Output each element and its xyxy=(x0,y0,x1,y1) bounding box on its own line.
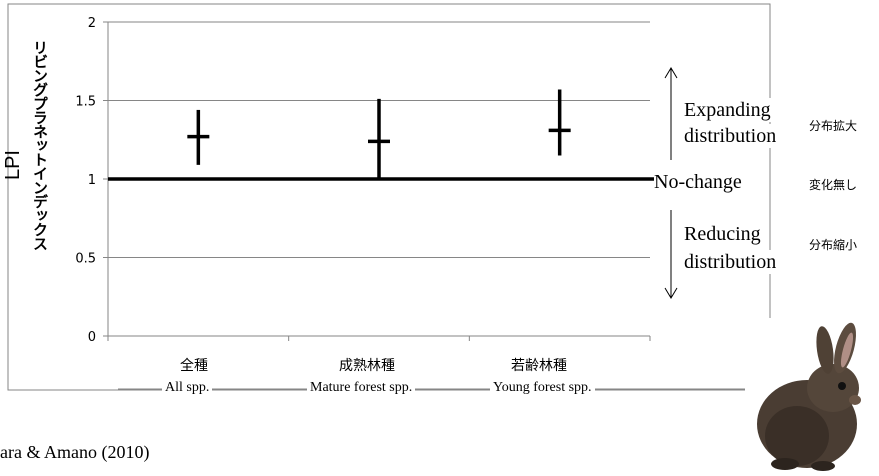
category-label-jp-all: 全種 xyxy=(180,358,208,374)
nochange-label: No-change xyxy=(654,170,742,194)
expanding-arrowhead xyxy=(664,67,678,79)
reducing-arrowhead xyxy=(664,287,678,299)
category-label-en-mature: Mature forest spp. xyxy=(307,380,416,396)
y-tick-label: 0.5 xyxy=(75,252,96,267)
category-label-en-all: All spp. xyxy=(162,380,213,396)
y-axis-label-en: LPI xyxy=(2,150,24,181)
expanding-label-line1: Expanding xyxy=(684,98,771,122)
citation: ara & Amano (2010) xyxy=(0,442,150,462)
category-label-en-young: Young forest spp. xyxy=(490,380,595,396)
y-tick-label: 1 xyxy=(88,173,96,188)
chart-frame xyxy=(7,3,771,391)
y-axis-label-jp: リビングプラネットインデックス xyxy=(31,40,49,250)
expanding-label-line2: distribution xyxy=(684,124,777,148)
reducing-label-jp: 分布縮小 xyxy=(809,238,858,252)
reducing-label-line1: Reducing xyxy=(684,222,761,246)
reducing-label-line2: distribution xyxy=(684,250,777,274)
category-label-jp-mature: 成熟林種 xyxy=(339,358,395,374)
category-label-jp-young: 若齢林種 xyxy=(511,358,567,374)
expanding-label-jp: 分布拡大 xyxy=(809,119,858,133)
nochange-label-jp: 変化無し xyxy=(809,178,858,192)
y-tick-label: 1.5 xyxy=(75,95,96,110)
rabbit-photo xyxy=(745,318,879,476)
y-tick-label: 2 xyxy=(88,16,96,31)
y-tick-label: 0 xyxy=(88,330,96,345)
